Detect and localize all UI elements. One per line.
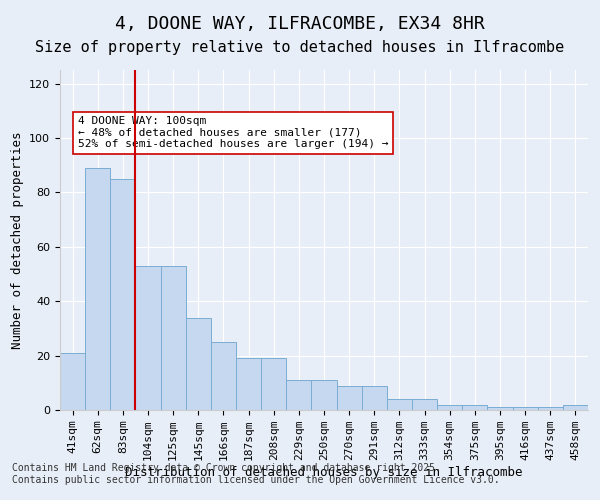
Text: 4, DOONE WAY, ILFRACOMBE, EX34 8HR: 4, DOONE WAY, ILFRACOMBE, EX34 8HR bbox=[115, 15, 485, 33]
Bar bbox=[563, 404, 588, 410]
Bar bbox=[161, 266, 186, 410]
Bar bbox=[236, 358, 261, 410]
Bar bbox=[512, 408, 538, 410]
X-axis label: Distribution of detached houses by size in Ilfracombe: Distribution of detached houses by size … bbox=[125, 466, 523, 479]
Bar bbox=[110, 179, 136, 410]
Y-axis label: Number of detached properties: Number of detached properties bbox=[11, 131, 23, 349]
Bar bbox=[437, 404, 462, 410]
Bar bbox=[136, 266, 161, 410]
Text: 4 DOONE WAY: 100sqm
← 48% of detached houses are smaller (177)
52% of semi-detac: 4 DOONE WAY: 100sqm ← 48% of detached ho… bbox=[77, 116, 388, 150]
Bar bbox=[261, 358, 286, 410]
Text: Size of property relative to detached houses in Ilfracombe: Size of property relative to detached ho… bbox=[35, 40, 565, 55]
Bar bbox=[85, 168, 110, 410]
Bar bbox=[286, 380, 311, 410]
Bar bbox=[60, 353, 85, 410]
Text: Contains HM Land Registry data © Crown copyright and database right 2025.
Contai: Contains HM Land Registry data © Crown c… bbox=[12, 464, 500, 485]
Bar bbox=[337, 386, 362, 410]
Bar bbox=[362, 386, 387, 410]
Bar bbox=[487, 408, 512, 410]
Bar bbox=[387, 399, 412, 410]
Bar bbox=[538, 408, 563, 410]
Bar bbox=[311, 380, 337, 410]
Bar bbox=[412, 399, 437, 410]
Bar bbox=[186, 318, 211, 410]
Bar bbox=[462, 404, 487, 410]
Bar bbox=[211, 342, 236, 410]
